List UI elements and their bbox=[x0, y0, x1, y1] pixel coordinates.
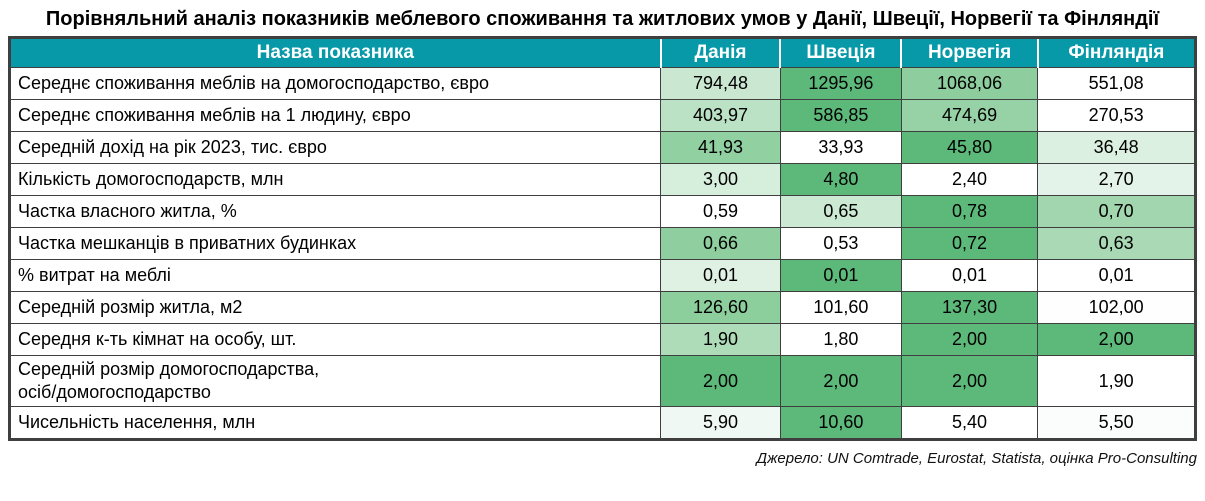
value-cell: 0,59 bbox=[660, 195, 781, 228]
value-cell: 1068,06 bbox=[900, 67, 1039, 100]
value-cell: 0,01 bbox=[1037, 259, 1196, 292]
value-cell: 0,66 bbox=[660, 227, 781, 260]
indicator-name: Середній розмір домогосподарства, осіб/д… bbox=[8, 355, 662, 407]
indicator-name: Кількість домогосподарств, млн bbox=[8, 163, 662, 196]
value-cell: 474,69 bbox=[900, 99, 1039, 132]
value-cell: 4,80 bbox=[779, 163, 902, 196]
value-cell: 1,90 bbox=[660, 323, 781, 356]
indicator-name: Частка власного житла, % bbox=[8, 195, 662, 228]
value-cell: 0,01 bbox=[900, 259, 1039, 292]
value-cell: 1,90 bbox=[1037, 355, 1196, 407]
table-row: Середній розмір житла, м2 126,60 101,60 137… bbox=[8, 291, 1196, 324]
value-cell: 45,80 bbox=[900, 131, 1039, 164]
indicator-name: Середня к-ть кімнат на особу, шт. bbox=[8, 323, 662, 356]
column-header-finland: Фінляндія bbox=[1036, 36, 1197, 68]
value-cell: 101,60 bbox=[779, 291, 902, 324]
indicator-name: Середнє споживання меблів на домогоспода… bbox=[8, 67, 662, 100]
value-cell: 137,30 bbox=[900, 291, 1039, 324]
value-cell: 5,90 bbox=[660, 406, 781, 440]
indicator-name: Середній розмір житла, м2 bbox=[8, 291, 662, 324]
value-cell: 5,40 bbox=[900, 406, 1039, 440]
indicator-name: Середнє споживання меблів на 1 людину, є… bbox=[8, 99, 662, 132]
indicator-name: Чисельність населення, млн bbox=[8, 406, 662, 440]
value-cell: 0,01 bbox=[779, 259, 902, 292]
column-header-norway: Норвегія bbox=[900, 36, 1039, 68]
column-header-denmark: Данія bbox=[659, 36, 782, 68]
value-cell: 0,70 bbox=[1037, 195, 1196, 228]
value-cell: 0,78 bbox=[900, 195, 1039, 228]
value-cell: 0,01 bbox=[660, 259, 781, 292]
value-cell: 794,48 bbox=[660, 67, 781, 100]
table-row: Чисельність населення, млн 5,90 10,60 5,40 5… bbox=[8, 406, 1196, 440]
table-header-row: Назва показника Данія Швеція Норвегія Фі… bbox=[8, 36, 1197, 68]
value-cell: 102,00 bbox=[1037, 291, 1196, 324]
table-row: % витрат на меблі 0,01 0,01 0,01 0,01 bbox=[8, 259, 1196, 292]
value-cell: 270,53 bbox=[1037, 99, 1196, 132]
table-row: Середній розмір домогосподарства, осіб/д… bbox=[8, 355, 1196, 407]
indicator-name: Частка мешканців в приватних будинках bbox=[8, 227, 662, 260]
comparison-table: Назва показника Данія Швеція Норвегія Фі… bbox=[8, 36, 1197, 441]
table-row: Середнє споживання меблів на домогоспода… bbox=[8, 67, 1196, 100]
value-cell: 3,00 bbox=[660, 163, 781, 196]
table-row: Частка мешканців в приватних будинках 0,6… bbox=[8, 227, 1196, 260]
value-cell: 2,00 bbox=[660, 355, 781, 407]
value-cell: 2,70 bbox=[1037, 163, 1196, 196]
value-cell: 2,40 bbox=[900, 163, 1039, 196]
value-cell: 0,53 bbox=[779, 227, 902, 260]
value-cell: 403,97 bbox=[660, 99, 781, 132]
table-row: Частка власного житла, % 0,59 0,65 0,78 0,70 bbox=[8, 195, 1196, 228]
value-cell: 2,00 bbox=[779, 355, 902, 407]
value-cell: 0,63 bbox=[1037, 227, 1196, 260]
indicator-name: % витрат на меблі bbox=[8, 259, 662, 292]
value-cell: 1,80 bbox=[779, 323, 902, 356]
value-cell: 2,00 bbox=[900, 323, 1039, 356]
page-title: Порівняльний аналіз показників меблевого… bbox=[45, 8, 1160, 30]
value-cell: 1295,96 bbox=[779, 67, 902, 100]
value-cell: 2,00 bbox=[900, 355, 1039, 407]
value-cell: 551,08 bbox=[1037, 67, 1196, 100]
value-cell: 10,60 bbox=[779, 406, 902, 440]
value-cell: 0,65 bbox=[779, 195, 902, 228]
value-cell: 2,00 bbox=[1037, 323, 1196, 356]
column-header-indicator: Назва показника bbox=[8, 36, 662, 68]
value-cell: 36,48 bbox=[1037, 131, 1196, 164]
table-row: Середня к-ть кімнат на особу, шт. 1,90 1,8… bbox=[8, 323, 1196, 356]
table-row: Кількість домогосподарств, млн 3,00 4,80 2,… bbox=[8, 163, 1196, 196]
table-body: Середнє споживання меблів на домогоспода… bbox=[8, 67, 1196, 440]
value-cell: 33,93 bbox=[779, 131, 902, 164]
source-note: Джерело: UN Comtrade, Eurostat, Statista… bbox=[756, 450, 1197, 467]
table-row: Середній дохід на рік 2023, тис. євро 41,… bbox=[8, 131, 1196, 164]
value-cell: 41,93 bbox=[660, 131, 781, 164]
indicator-name: Середній дохід на рік 2023, тис. євро bbox=[8, 131, 662, 164]
table-row: Середнє споживання меблів на 1 людину, є… bbox=[8, 99, 1196, 132]
value-cell: 126,60 bbox=[660, 291, 781, 324]
value-cell: 5,50 bbox=[1037, 406, 1196, 440]
value-cell: 586,85 bbox=[779, 99, 902, 132]
value-cell: 0,72 bbox=[900, 227, 1039, 260]
column-header-sweden: Швеція bbox=[779, 36, 903, 68]
